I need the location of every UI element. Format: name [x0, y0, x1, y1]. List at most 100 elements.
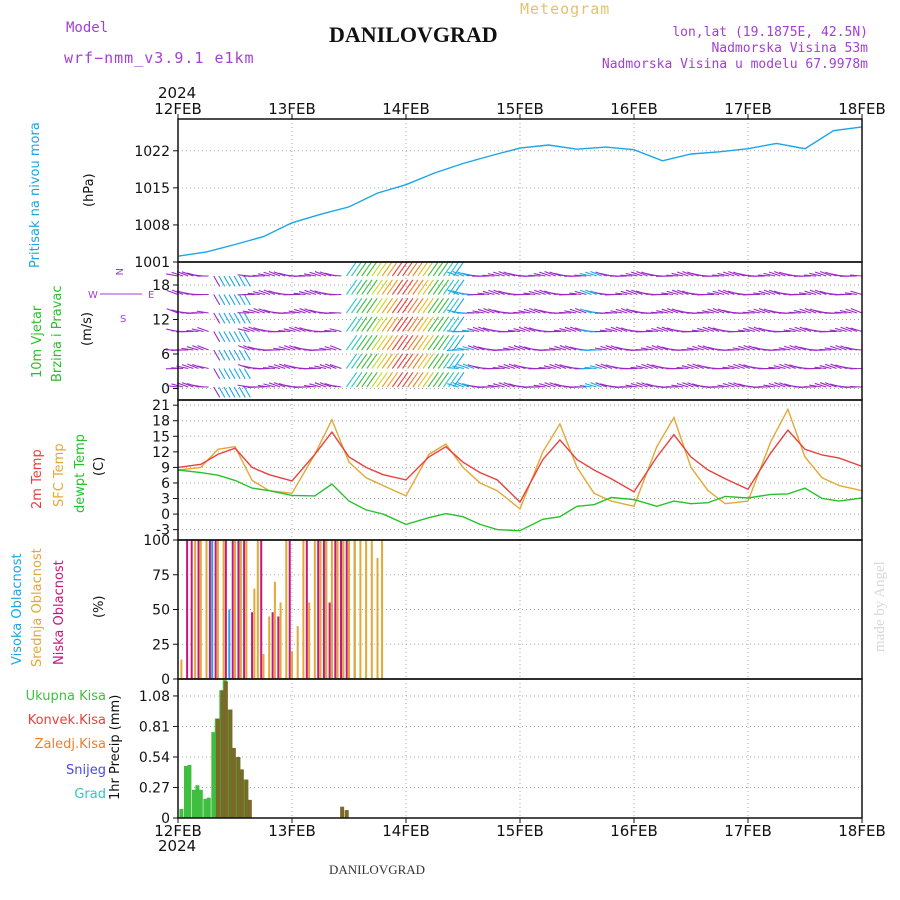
precip-convective-bar: [215, 718, 220, 818]
wind-barb: [518, 310, 531, 314]
bottom-date-label: 12FEB: [154, 822, 201, 840]
wind-barb: [448, 316, 460, 332]
wind-barb: [784, 363, 796, 370]
wind-barb: [626, 289, 638, 296]
wind-barb: [309, 383, 322, 388]
wind-barb: [575, 308, 587, 314]
wind-barb: [196, 365, 209, 370]
wind-barb: [753, 326, 766, 333]
wind-barb: [386, 297, 399, 314]
wind-barb: [452, 365, 464, 370]
wind-barb: [223, 386, 231, 398]
wind-barb: [768, 289, 781, 296]
top-date-label: 16FEB: [610, 100, 657, 118]
wind-barb: [386, 353, 399, 369]
wind-barb: [850, 327, 863, 333]
wind-barb: [186, 330, 199, 333]
wind-barb: [192, 345, 204, 351]
wind-barb: [218, 275, 226, 287]
wind-barb: [564, 310, 577, 314]
wind-barb: [829, 329, 842, 333]
wind-barb: [181, 382, 194, 388]
wind-barb: [585, 271, 597, 277]
bottom-date-label: 13FEB: [268, 822, 315, 840]
wind-barb: [528, 290, 541, 296]
wind-barb: [666, 308, 679, 314]
wind-barb: [467, 328, 480, 333]
wind-barb: [289, 345, 301, 351]
wind-barb: [554, 363, 567, 370]
wind-barb: [768, 382, 781, 388]
wind-ytick-label: 6: [161, 347, 170, 363]
wind-barb: [453, 316, 465, 332]
wind-barb: [830, 345, 842, 351]
altitude-label: Nadmorska Visina 53m: [711, 41, 868, 56]
precip-ytick-label: 0.27: [139, 780, 170, 796]
wind-barb: [218, 331, 226, 343]
wind-barb: [840, 326, 852, 333]
wind-dir-s: S: [120, 314, 126, 325]
wind-barb: [676, 366, 689, 370]
wind-barb: [447, 289, 459, 296]
wind-barb: [539, 271, 551, 277]
wind-barb: [493, 289, 505, 296]
wind-barb: [462, 363, 475, 370]
wind-barb: [462, 329, 475, 333]
bottom-date-label: 15FEB: [496, 822, 543, 840]
wind-barb: [559, 345, 572, 351]
wind-barb: [432, 297, 444, 314]
wind-barb: [412, 297, 424, 314]
wind-barb: [371, 353, 383, 369]
wind-barb: [620, 308, 633, 314]
precip-total-bar: [195, 785, 200, 818]
wind-barb: [166, 273, 179, 277]
top-year-label: 2024: [158, 84, 197, 102]
wind-barb: [223, 368, 231, 380]
wind-barb: [849, 274, 863, 277]
wind-barb: [595, 382, 607, 388]
wind-barb: [834, 311, 847, 314]
cloud-ytick-label: 100: [143, 533, 170, 549]
wind-barb: [309, 271, 322, 277]
wind-barb: [488, 289, 500, 296]
wind-barb: [712, 308, 725, 314]
wind-barb: [197, 345, 209, 351]
wind-barb: [442, 297, 455, 314]
wind-barb: [513, 328, 526, 333]
wind-barb: [278, 329, 291, 333]
wind-barb: [447, 383, 459, 388]
wind-barb: [630, 366, 643, 370]
wind-barb: [825, 363, 837, 370]
wind-dir-n: N: [113, 268, 124, 275]
wind-barb: [789, 327, 801, 333]
wind-barb: [569, 292, 582, 296]
wind-barb: [412, 353, 424, 369]
wind-barb: [427, 371, 439, 388]
precip-total-bar: [203, 798, 208, 818]
wind-barb: [727, 365, 740, 370]
wind-barb: [503, 363, 516, 370]
wind-barb: [696, 311, 709, 314]
wind-barb: [732, 347, 745, 351]
wind-barb: [686, 347, 699, 351]
wind-barb: [218, 294, 226, 306]
wind-barb: [218, 368, 226, 380]
wind-barb: [356, 353, 368, 369]
wind-barb: [580, 289, 592, 296]
wind-barb: [539, 289, 551, 296]
wind-barb: [391, 334, 404, 351]
wind-barb: [238, 386, 246, 398]
wind-barb: [356, 316, 368, 332]
wind-barb: [645, 329, 658, 333]
wind-barb: [793, 310, 806, 314]
legend-total: Ukupna Kisa: [25, 689, 106, 704]
wind-barb: [437, 297, 450, 314]
wind-barb: [371, 316, 383, 332]
wind-ytick-label: 18: [152, 278, 170, 294]
wind-barb: [651, 327, 664, 333]
wind-barb: [437, 279, 450, 295]
wind-barb: [636, 270, 648, 277]
wind-barb: [304, 289, 317, 296]
legend-hail: Grad: [74, 787, 106, 802]
wind-barb: [814, 289, 827, 296]
